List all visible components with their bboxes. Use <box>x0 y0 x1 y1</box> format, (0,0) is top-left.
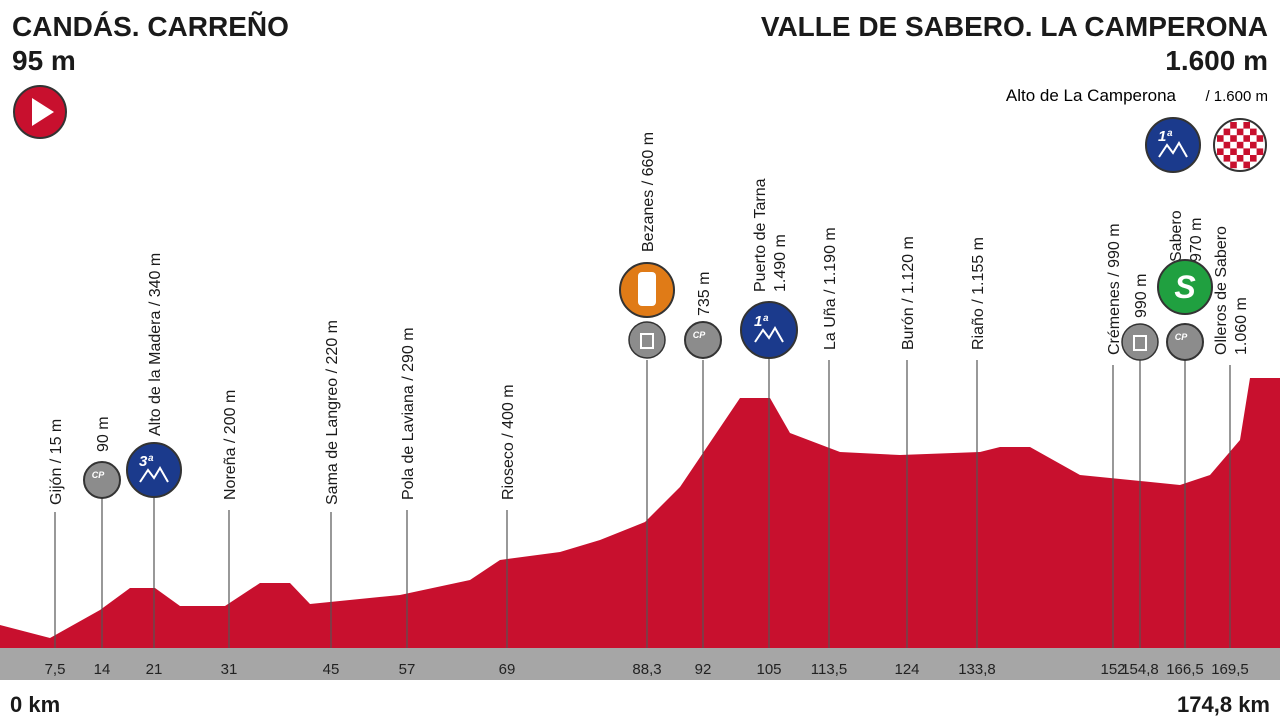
badge <box>83 461 121 499</box>
flag-square <box>1243 122 1250 129</box>
waypoint-label: Crémenes / 990 m <box>1106 223 1123 355</box>
flag-square <box>1217 148 1224 155</box>
flag-square <box>1223 141 1231 149</box>
bottle <box>638 272 656 306</box>
waypoint-label: 1.060 m <box>1233 297 1250 355</box>
km-label: 57 <box>399 661 416 678</box>
badge-label: 3ª <box>139 453 153 470</box>
waypoint-label: 1.490 m <box>772 234 789 292</box>
flag-square <box>1236 155 1244 162</box>
start-altitude: 95 m <box>12 45 76 76</box>
waypoint-label: 970 m <box>1188 218 1205 262</box>
km-label: 113,5 <box>811 661 847 678</box>
badge-label: CP <box>1175 332 1188 342</box>
flag-square <box>1250 141 1257 149</box>
trash-can <box>640 333 654 349</box>
waypoint-label: Alto de la Madera / 340 m <box>147 253 164 436</box>
km-label: 31 <box>221 661 238 678</box>
finish-altitude: 1.600 m <box>1165 45 1268 76</box>
mountain-glyph <box>754 326 784 343</box>
flag-square <box>1217 135 1224 142</box>
finish-flag <box>1213 118 1267 172</box>
badge <box>1145 117 1201 173</box>
km-label: 7,5 <box>45 661 66 678</box>
waypoint-label: Olleros de Sabero <box>1213 226 1230 355</box>
feed-zone-icon <box>628 321 666 359</box>
waypoint-label: Noreña / 200 m <box>222 390 239 500</box>
km-label: 124 <box>894 661 919 678</box>
badge-label: S <box>1174 269 1196 305</box>
waypoint-label: Sabero <box>1168 210 1185 262</box>
waypoint-label: Pola de Laviana / 290 m <box>400 327 417 500</box>
km-label: 152 <box>1100 661 1125 678</box>
badge <box>740 301 798 359</box>
waypoint-label: Rioseco / 400 m <box>500 384 517 500</box>
summit-altitude: / 1.600 m <box>1205 88 1268 105</box>
badge <box>1166 323 1204 361</box>
waypoint-label: 990 m <box>1133 274 1150 318</box>
waypoint-label: Sama de Langreo / 220 m <box>324 320 341 505</box>
waypoint-label: Gijón / 15 m <box>48 419 65 505</box>
start-icon <box>13 85 67 139</box>
km-label: 21 <box>146 661 163 678</box>
flag-square <box>1256 148 1264 155</box>
start-km: 0 km <box>10 692 60 717</box>
flag-square <box>1236 128 1244 136</box>
km-label: 105 <box>756 661 781 678</box>
flag-square <box>1256 135 1264 142</box>
badge-label: CP <box>693 330 706 340</box>
end-km: 174,8 km <box>1177 692 1270 717</box>
km-label: 14 <box>94 661 111 678</box>
mountain-glyph <box>1158 141 1188 158</box>
flag-square <box>1243 161 1250 169</box>
km-label: 133,8 <box>958 661 996 678</box>
badge-label: 1ª <box>754 313 768 330</box>
flag-square <box>1223 155 1231 162</box>
summit-name: Alto de La Camperona <box>1006 86 1177 105</box>
km-label: 88,3 <box>632 661 661 678</box>
badge <box>684 321 722 359</box>
flag-square <box>1223 128 1231 136</box>
waypoint-label: Bezanes / 660 m <box>640 132 657 252</box>
km-label: 92 <box>695 661 712 678</box>
waypoint-label: 735 m <box>696 272 713 316</box>
waypoint-label: Riaño / 1.155 m <box>970 237 987 350</box>
flag-square <box>1230 148 1237 155</box>
waypoint-label: Burón / 1.120 m <box>900 236 917 350</box>
finish-name: VALLE DE SABERO. LA CAMPERONA <box>761 11 1268 42</box>
km-label: 69 <box>499 661 516 678</box>
km-label: 169,5 <box>1211 661 1249 678</box>
flag-square <box>1250 155 1257 162</box>
flag-square <box>1243 135 1250 142</box>
mountain-glyph <box>139 466 169 483</box>
elevation-profile <box>0 378 1280 648</box>
badge-label: 1ª <box>1158 128 1172 145</box>
flag-square <box>1243 148 1250 155</box>
waypoint-label: La Uña / 1.190 m <box>822 227 839 350</box>
feed-zone-icon <box>1121 323 1159 361</box>
km-axis <box>0 648 1280 680</box>
flag-square <box>1230 135 1237 142</box>
start-name: CANDÁS. CARREÑO <box>12 11 289 42</box>
km-label: 154,8 <box>1121 661 1159 678</box>
trash-can <box>1133 335 1147 351</box>
waypoint-label: 90 m <box>95 416 112 452</box>
flag-square <box>1230 161 1237 169</box>
km-label: 45 <box>323 661 340 678</box>
km-label: 166,5 <box>1166 661 1204 678</box>
waypoint-label: Puerto de Tarna <box>752 178 769 292</box>
flag-square <box>1230 122 1237 129</box>
badge <box>126 442 182 498</box>
badge-label: CP <box>92 470 105 480</box>
flag-square <box>1250 128 1257 136</box>
badge <box>1157 259 1213 315</box>
flag-square <box>1236 141 1244 149</box>
